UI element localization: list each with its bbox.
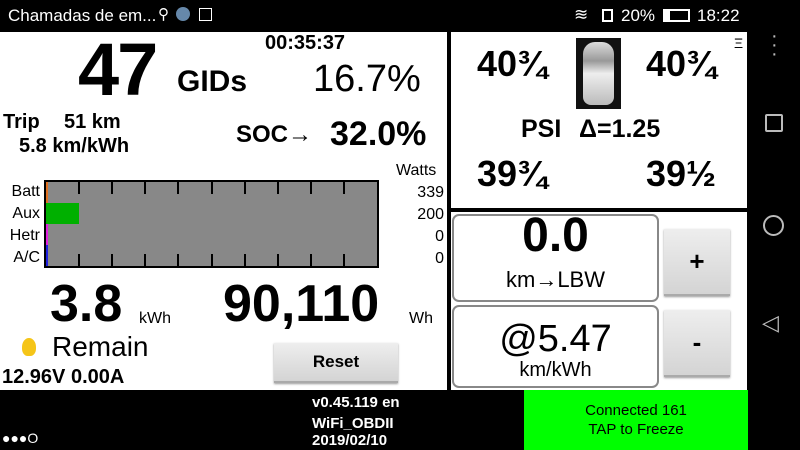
range-distance-box: 0.0 km→LBW — [452, 209, 659, 302]
footer-bar: ●●●O v0.45.119 en WiFi_OBDII 2019/02/10 … — [0, 390, 748, 450]
scale-tick — [78, 182, 81, 194]
tire-pressure-panel: 40¾ 40¾ Ξ PSI Δ=1.25 39¾ 39½ — [451, 32, 747, 208]
lightbulb-icon — [22, 338, 36, 356]
scale-tick — [177, 254, 180, 266]
back-icon[interactable]: ◁ — [762, 310, 779, 335]
location-icon: ⚲ — [158, 6, 169, 23]
decrease-button[interactable]: - — [664, 310, 730, 377]
range-efficiency-value: @5.47 — [499, 318, 612, 360]
tire-rear-right: 39½ — [646, 153, 717, 194]
notification-title: Chamadas de em... — [8, 6, 157, 25]
main-panel: 47 GIDs 00:35:37 16.7% Trip 51 km 5.8 km… — [0, 32, 447, 390]
connection-status-text: Connected 161 — [585, 402, 687, 419]
adapter-text: WiFi_OBDII — [312, 415, 394, 432]
power-fill-aux — [46, 203, 80, 224]
odometer-energy-unit: Wh — [409, 310, 433, 327]
freeze-hint-text: TAP to Freeze — [588, 421, 684, 438]
sim-icon — [602, 9, 613, 22]
power-bar-graph — [44, 180, 379, 268]
wifi-icon: ≋ — [574, 5, 589, 24]
soc-label: SOC→ — [236, 121, 313, 148]
version-text: v0.45.119 en — [312, 394, 400, 411]
row-label-aux: Aux — [12, 205, 40, 222]
scale-tick — [144, 182, 147, 194]
scale-tick — [210, 254, 213, 266]
scale-tick — [210, 182, 213, 194]
scale-tick — [243, 254, 246, 266]
app-icon — [176, 7, 190, 21]
energy-unit: kWh — [139, 310, 171, 327]
battery-percent: 20% — [621, 6, 656, 25]
psi-label: PSI — [521, 115, 562, 143]
scale-tick — [243, 182, 246, 194]
gids-percent: 16.7% — [313, 58, 421, 100]
trip-distance: 51 km — [64, 111, 121, 133]
range-efficiency-box: @5.47 km/kWh — [452, 305, 659, 388]
battery-icon — [663, 9, 690, 22]
tire-front-left: 40¾ — [477, 43, 548, 84]
watts-label: Watts — [396, 162, 437, 179]
car-icon — [576, 38, 621, 109]
power-marker-ac — [46, 245, 48, 266]
row-value-hetr: 0 — [435, 228, 444, 245]
tire-front-right: 40¾ — [646, 43, 717, 84]
gids-label: GIDs — [177, 65, 248, 98]
psi-delta: Δ=1.25 — [579, 115, 661, 143]
reset-button[interactable]: Reset — [274, 343, 398, 383]
battery-12v-readout: 12.96V 0.00A — [2, 366, 125, 388]
status-bar: Chamadas de em... ⚲ ≋ 20% 18:22 — [0, 0, 800, 32]
scale-tick — [309, 182, 312, 194]
activity-dots: ●●●O — [2, 430, 39, 446]
scale-tick — [111, 254, 114, 266]
menu-icon[interactable]: Ξ — [734, 35, 744, 51]
scale-tick — [342, 254, 345, 266]
build-date-text: 2019/02/10 — [312, 432, 388, 449]
scale-tick — [276, 254, 279, 266]
increase-button[interactable]: + — [664, 229, 730, 296]
power-marker-batt — [46, 182, 48, 203]
image-icon — [199, 8, 212, 21]
row-label-ac: A/C — [13, 249, 40, 266]
scale-tick — [342, 182, 345, 194]
trip-label: Trip — [3, 111, 40, 133]
power-marker-hetr — [46, 224, 48, 245]
range-efficiency-unit: km/kWh — [519, 359, 592, 381]
remain-label: Remain — [52, 331, 149, 362]
scale-tick — [177, 182, 180, 194]
range-distance-value: 0.0 — [522, 209, 589, 262]
row-label-batt: Batt — [11, 183, 40, 200]
range-distance-label: km→LBW — [506, 267, 605, 292]
row-value-aux: 200 — [417, 206, 444, 223]
scale-tick — [309, 254, 312, 266]
row-value-ac: 0 — [435, 250, 444, 267]
trip-timer: 00:35:37 — [265, 32, 346, 54]
connection-status-button[interactable]: Connected 161 TAP to Freeze — [524, 390, 748, 450]
recents-icon[interactable] — [765, 114, 783, 132]
scale-tick — [111, 182, 114, 194]
row-label-hetr: Hetr — [9, 227, 40, 244]
odometer-energy-value: 90,110 — [223, 275, 380, 333]
gids-value: 47 — [78, 28, 158, 111]
tire-rear-left: 39¾ — [477, 153, 548, 194]
clock: 18:22 — [697, 6, 740, 25]
row-value-batt: 339 — [417, 184, 444, 201]
android-nav-bar: · · · ◁ — [748, 25, 800, 450]
soc-value: 32.0% — [330, 115, 427, 153]
scale-tick — [144, 254, 147, 266]
home-icon[interactable] — [763, 215, 784, 236]
range-panel: 0.0 km→LBW @5.47 km/kWh + - — [451, 212, 747, 390]
trip-efficiency: 5.8 km/kWh — [19, 135, 130, 157]
energy-remaining-value: 3.8 — [50, 275, 123, 333]
scale-tick — [78, 254, 81, 266]
overflow-menu-icon[interactable]: · · · — [771, 25, 778, 65]
scale-tick — [276, 182, 279, 194]
